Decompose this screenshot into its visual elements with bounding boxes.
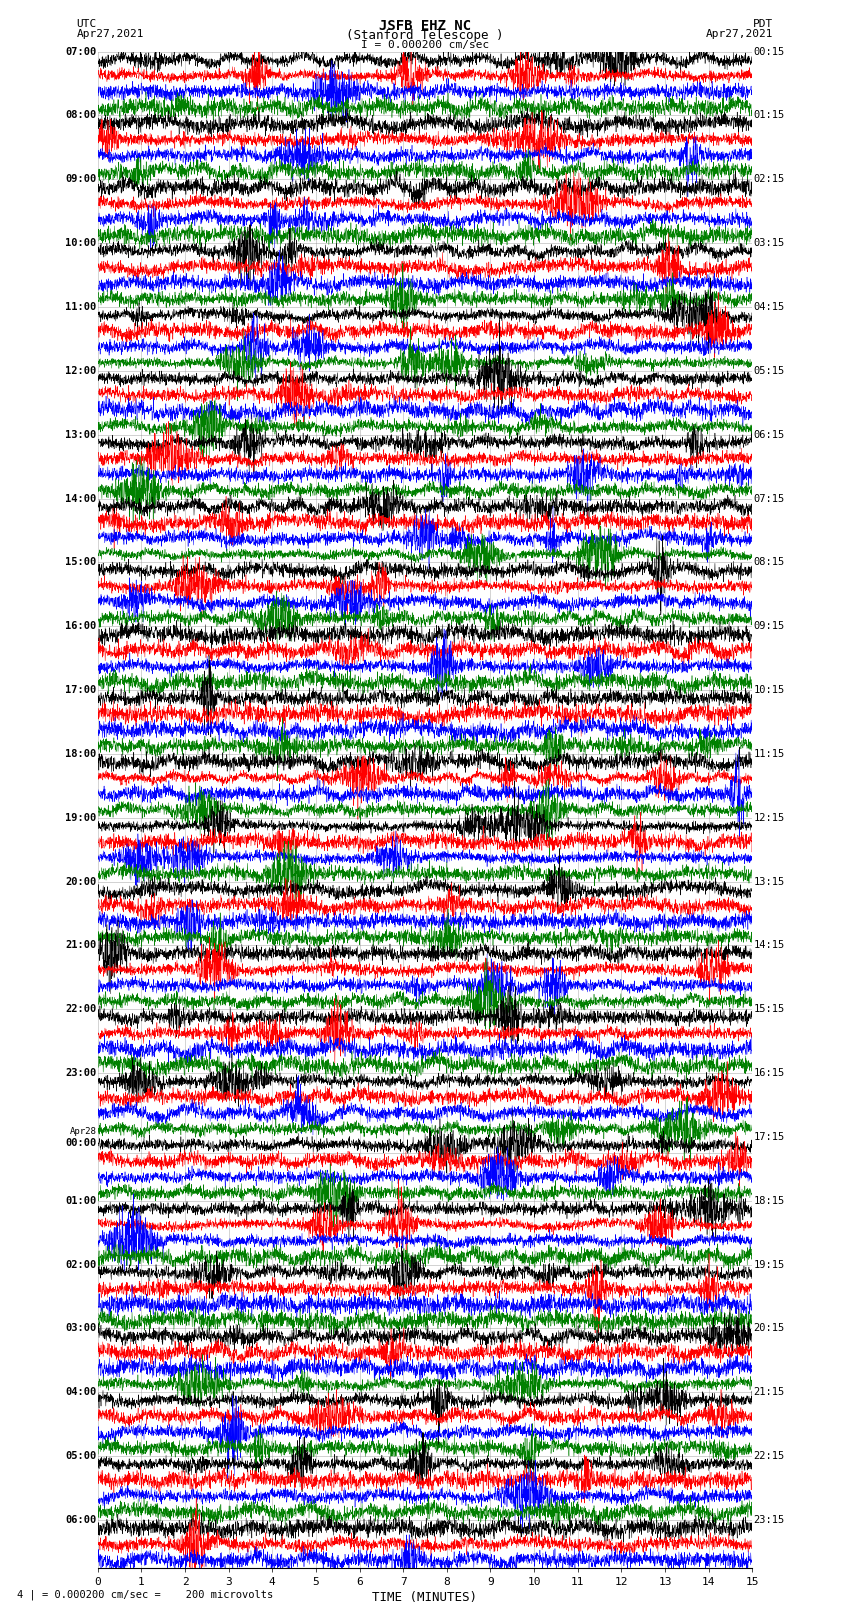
Text: 21:15: 21:15 — [754, 1387, 785, 1397]
Text: 09:15: 09:15 — [754, 621, 785, 631]
Text: 18:00: 18:00 — [65, 748, 96, 758]
Text: 14:00: 14:00 — [65, 494, 96, 503]
Text: 17:15: 17:15 — [754, 1132, 785, 1142]
Text: 01:15: 01:15 — [754, 110, 785, 121]
Text: 07:00: 07:00 — [65, 47, 96, 56]
Text: JSFB EHZ NC: JSFB EHZ NC — [379, 19, 471, 34]
Text: 05:15: 05:15 — [754, 366, 785, 376]
X-axis label: TIME (MINUTES): TIME (MINUTES) — [372, 1590, 478, 1603]
Text: I = 0.000200 cm/sec: I = 0.000200 cm/sec — [361, 40, 489, 50]
Text: 09:00: 09:00 — [65, 174, 96, 184]
Text: 4 | = 0.000200 cm/sec =    200 microvolts: 4 | = 0.000200 cm/sec = 200 microvolts — [17, 1589, 273, 1600]
Text: 20:15: 20:15 — [754, 1323, 785, 1334]
Text: 11:15: 11:15 — [754, 748, 785, 758]
Text: 14:15: 14:15 — [754, 940, 785, 950]
Text: 07:15: 07:15 — [754, 494, 785, 503]
Text: Apr28: Apr28 — [70, 1127, 96, 1136]
Text: 00:00: 00:00 — [65, 1137, 96, 1148]
Text: 04:00: 04:00 — [65, 1387, 96, 1397]
Text: PDT: PDT — [753, 19, 774, 29]
Text: 22:00: 22:00 — [65, 1005, 96, 1015]
Text: 12:00: 12:00 — [65, 366, 96, 376]
Text: 17:00: 17:00 — [65, 686, 96, 695]
Text: 19:00: 19:00 — [65, 813, 96, 823]
Text: 03:15: 03:15 — [754, 239, 785, 248]
Text: (Stanford Telescope ): (Stanford Telescope ) — [346, 29, 504, 42]
Text: 10:15: 10:15 — [754, 686, 785, 695]
Text: 19:15: 19:15 — [754, 1260, 785, 1269]
Text: 20:00: 20:00 — [65, 876, 96, 887]
Text: 04:15: 04:15 — [754, 302, 785, 311]
Text: 12:15: 12:15 — [754, 813, 785, 823]
Text: 13:15: 13:15 — [754, 876, 785, 887]
Text: 13:00: 13:00 — [65, 429, 96, 440]
Text: Apr27,2021: Apr27,2021 — [76, 29, 144, 39]
Text: 06:15: 06:15 — [754, 429, 785, 440]
Text: 11:00: 11:00 — [65, 302, 96, 311]
Text: 06:00: 06:00 — [65, 1515, 96, 1524]
Text: Apr27,2021: Apr27,2021 — [706, 29, 774, 39]
Text: 03:00: 03:00 — [65, 1323, 96, 1334]
Text: 23:15: 23:15 — [754, 1515, 785, 1524]
Text: 05:00: 05:00 — [65, 1452, 96, 1461]
Text: 02:15: 02:15 — [754, 174, 785, 184]
Text: 15:15: 15:15 — [754, 1005, 785, 1015]
Text: 16:15: 16:15 — [754, 1068, 785, 1077]
Text: 18:15: 18:15 — [754, 1195, 785, 1207]
Text: 08:15: 08:15 — [754, 558, 785, 568]
Text: 00:15: 00:15 — [754, 47, 785, 56]
Text: 10:00: 10:00 — [65, 239, 96, 248]
Text: 23:00: 23:00 — [65, 1068, 96, 1077]
Text: 02:00: 02:00 — [65, 1260, 96, 1269]
Text: 21:00: 21:00 — [65, 940, 96, 950]
Text: 15:00: 15:00 — [65, 558, 96, 568]
Text: 16:00: 16:00 — [65, 621, 96, 631]
Text: 01:00: 01:00 — [65, 1195, 96, 1207]
Text: 08:00: 08:00 — [65, 110, 96, 121]
Text: UTC: UTC — [76, 19, 97, 29]
Text: 22:15: 22:15 — [754, 1452, 785, 1461]
